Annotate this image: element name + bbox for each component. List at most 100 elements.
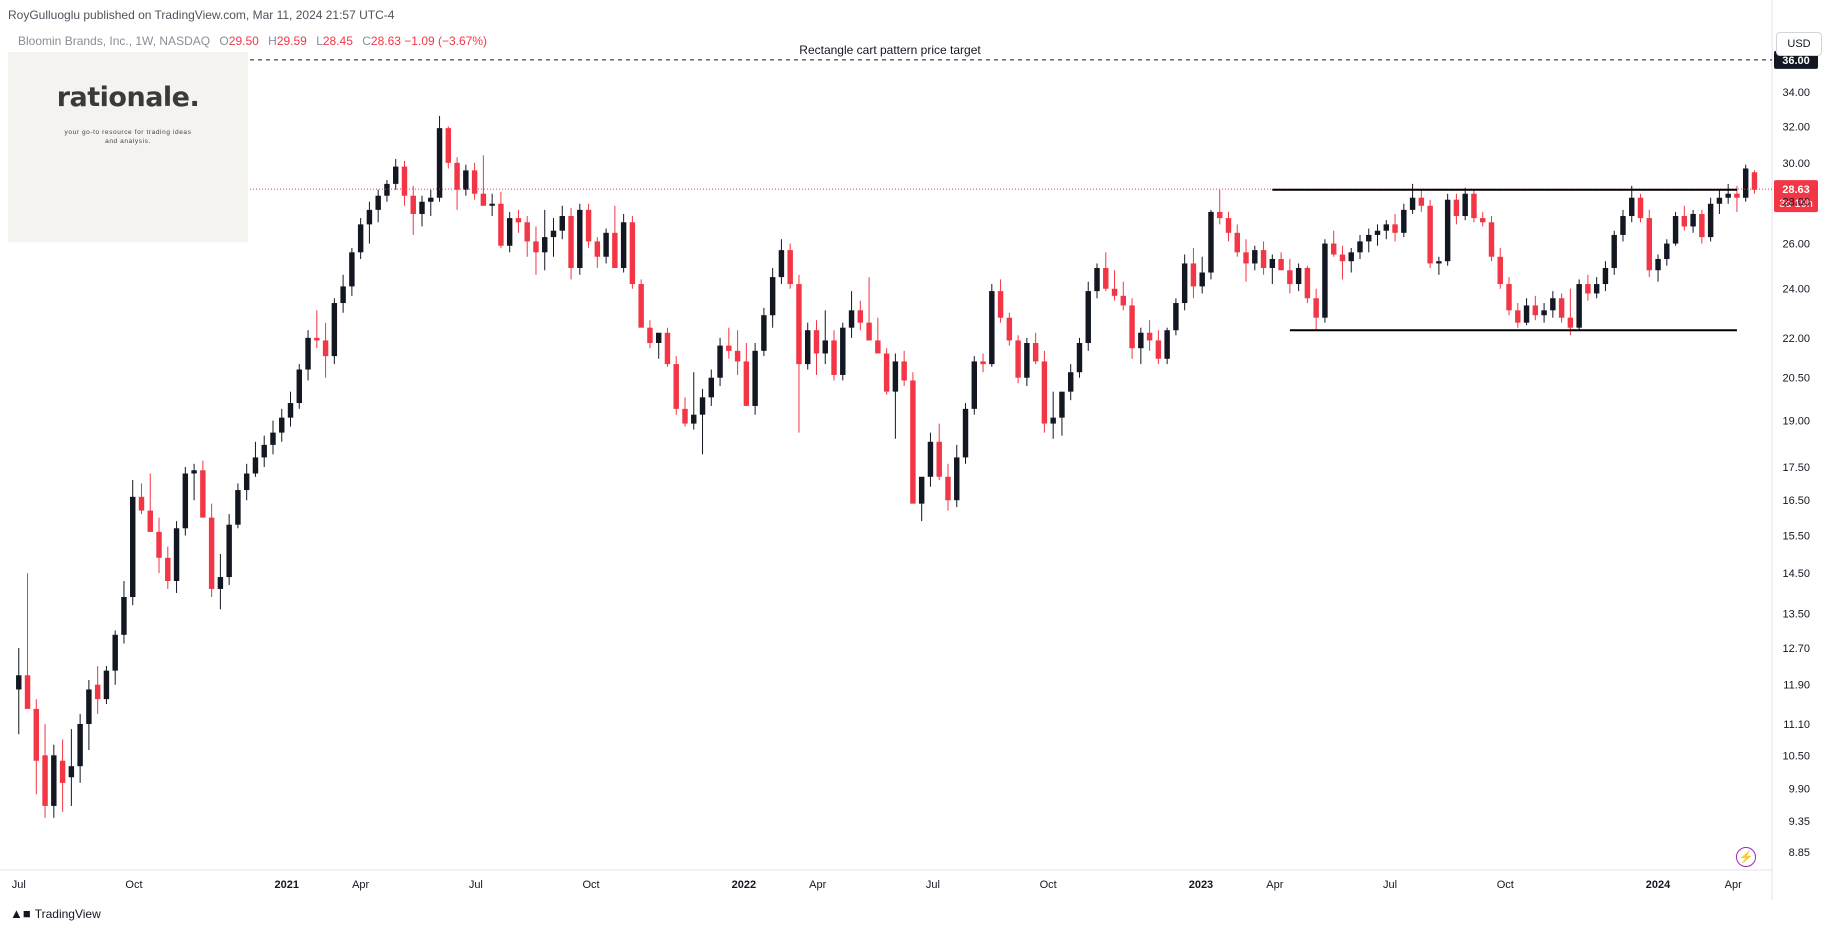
x-tick-label: 2022	[732, 879, 756, 891]
chart-overlays: 36.00 28.63 3d 19h	[10, 50, 1818, 332]
candle-body	[664, 332, 671, 365]
candle-body	[86, 689, 92, 724]
candle-body	[734, 350, 741, 362]
candle-body	[1655, 258, 1661, 271]
x-tick-label: Jul	[1383, 879, 1397, 891]
last-price-label: 28.63	[1782, 184, 1810, 196]
currency-button[interactable]: USD	[1776, 32, 1822, 56]
candle-body	[200, 470, 206, 518]
candle-body	[717, 345, 723, 378]
candle-body	[1532, 305, 1539, 316]
candle-body	[682, 408, 688, 424]
candle-body	[1129, 305, 1135, 349]
chart-axes: 8.85 9.35 9.90 10.50 11.10 11.90 12.70 13.50 14.…	[12, 87, 1810, 891]
candle-body	[270, 432, 276, 445]
candle-body	[243, 473, 250, 491]
y-tick-label: 11.90	[1783, 680, 1810, 692]
candle-body	[594, 241, 601, 257]
candle-body	[647, 327, 653, 344]
candle-body	[1725, 193, 1731, 198]
candle-body	[1479, 218, 1486, 223]
candle-body	[1418, 197, 1425, 206]
y-tick-label: 14.50	[1782, 568, 1810, 580]
candle-body	[1716, 197, 1723, 204]
candle-body	[16, 675, 22, 690]
candle-body	[1637, 197, 1644, 219]
candle-body	[165, 557, 171, 581]
candle-body	[787, 250, 793, 285]
candle-body	[515, 218, 522, 223]
y-tick-label: 30.00	[1782, 158, 1810, 170]
candle-body	[296, 369, 303, 404]
candle-body	[506, 218, 513, 246]
candle-body	[1427, 205, 1433, 264]
candle-series	[16, 115, 1758, 818]
candle-body	[1295, 267, 1302, 285]
y-tick-label: 20.50	[1782, 373, 1810, 385]
x-tick-label: 2024	[1646, 879, 1671, 891]
candle-body	[1453, 199, 1460, 217]
candle-body	[436, 128, 443, 198]
candle-body	[252, 457, 259, 474]
candle-body	[1287, 270, 1293, 285]
candle-body	[1094, 267, 1100, 292]
candle-body	[980, 361, 986, 365]
candle-body	[226, 524, 232, 578]
candle-body	[1173, 303, 1179, 331]
candle-body	[559, 216, 565, 231]
candle-body	[1225, 218, 1232, 233]
candle-body	[1050, 417, 1056, 424]
candle-body	[691, 414, 697, 424]
candle-body	[112, 634, 118, 671]
x-tick-label: 2023	[1189, 879, 1213, 891]
candle-body	[42, 755, 48, 806]
candle-body	[1234, 232, 1240, 253]
candle-body	[550, 230, 557, 238]
candle-body	[1471, 193, 1477, 219]
y-tick-label: 12.70	[1782, 643, 1810, 655]
footer-brand: ▲■ TradingView	[10, 906, 101, 921]
y-tick-label: 15.50	[1782, 531, 1810, 543]
candle-body	[1217, 211, 1223, 219]
candle-body	[138, 496, 145, 511]
candle-body	[489, 203, 495, 206]
candle-body	[366, 209, 373, 225]
y-tick-label: 34.00	[1782, 87, 1810, 99]
candle-body	[147, 510, 153, 532]
candle-body	[1593, 284, 1600, 294]
candle-body	[279, 417, 285, 433]
candle-body	[1243, 252, 1249, 264]
lightning-icon[interactable]: ⚡	[1736, 847, 1756, 867]
candle-body	[1629, 197, 1635, 217]
candle-body	[1181, 263, 1188, 304]
candle-body	[997, 291, 1004, 318]
y-tick-label: 22.00	[1782, 333, 1810, 345]
candle-body	[287, 403, 294, 418]
candle-body	[524, 222, 530, 242]
candle-body	[463, 170, 469, 190]
candle-body	[208, 517, 215, 589]
x-tick-label: Apr	[1266, 879, 1283, 891]
candle-body	[322, 340, 329, 357]
candle-body	[1330, 243, 1337, 255]
candle-body	[743, 361, 750, 406]
open-label: O	[219, 34, 229, 48]
candle-body	[962, 408, 969, 458]
footer-brand-label: TradingView	[34, 907, 101, 921]
candle-body	[480, 193, 487, 206]
candle-body	[603, 232, 609, 257]
candle-body	[1576, 284, 1582, 328]
candle-body	[471, 170, 478, 194]
candle-body	[235, 490, 241, 525]
candle-body	[1488, 222, 1495, 257]
candle-body	[673, 364, 679, 409]
candle-body	[182, 473, 189, 529]
candle-body	[1392, 224, 1398, 233]
candle-body	[1366, 234, 1372, 242]
candle-body	[866, 322, 872, 341]
candle-body	[875, 340, 881, 354]
candle-body	[638, 284, 644, 328]
candle-body	[989, 291, 995, 365]
candle-body	[708, 377, 715, 398]
